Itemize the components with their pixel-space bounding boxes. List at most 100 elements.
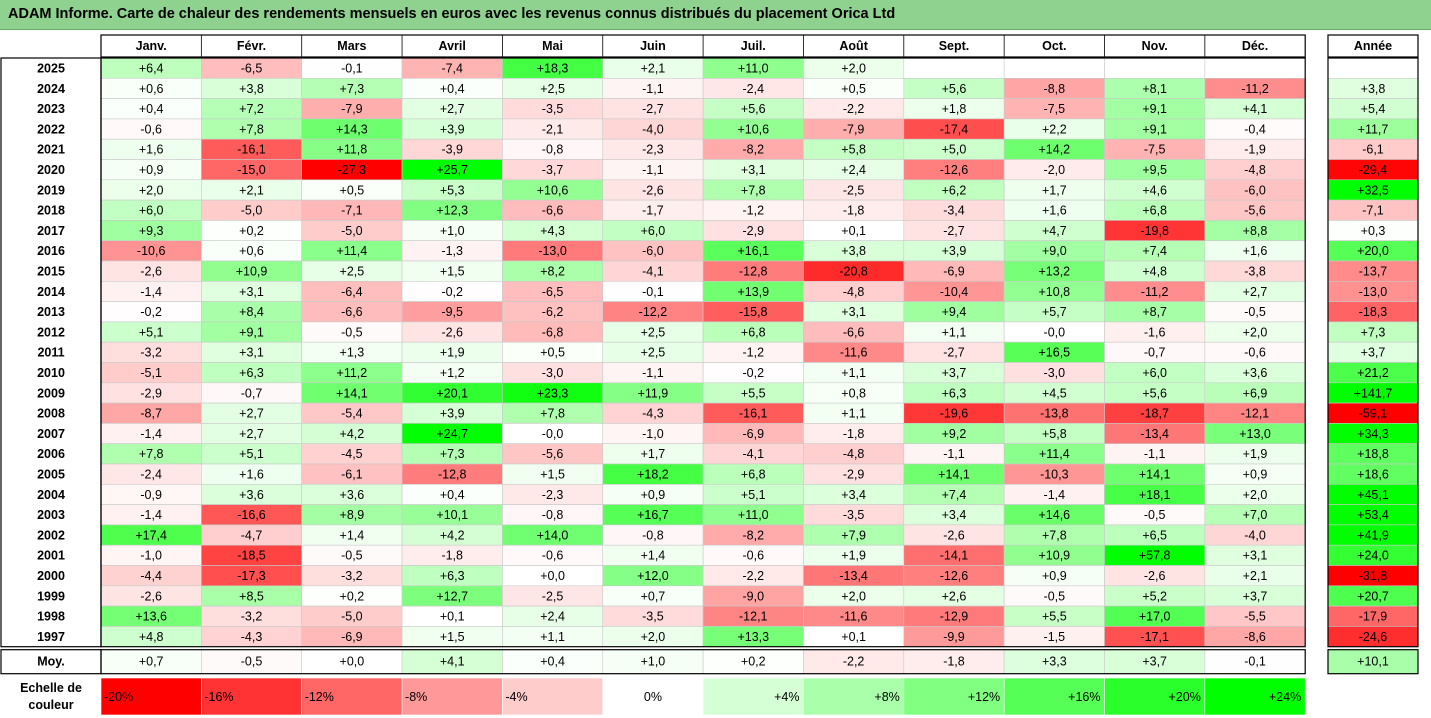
cell-value: -4,5 — [341, 447, 363, 461]
cell-value: -7,1 — [341, 204, 363, 218]
month-header: Sept. — [939, 39, 970, 53]
year-label: 1998 — [37, 610, 65, 624]
annual-header: Année — [1354, 39, 1392, 53]
scale-stop-label: +20% — [1169, 690, 1201, 704]
annual-value: +11,7 — [1358, 122, 1389, 136]
cell-value: -2,6 — [642, 183, 664, 197]
average-cell — [301, 649, 403, 675]
cell-value: -0,5 — [341, 325, 363, 339]
scale-swatch — [1204, 677, 1306, 716]
cell-value: +11,0 — [738, 508, 769, 522]
cell-value: +3,4 — [942, 508, 967, 522]
cell-value: +5,7 — [1042, 305, 1067, 319]
cell-value: -3,5 — [843, 508, 865, 522]
cell-value: +6,5 — [1142, 528, 1167, 542]
average-cell — [502, 649, 604, 675]
year-label: 2024 — [37, 82, 65, 96]
cell-value: -1,2 — [743, 346, 765, 360]
cell-value: +6,3 — [440, 569, 465, 583]
cell-value: +16,1 — [737, 244, 769, 258]
cell-value: -9,0 — [743, 589, 765, 603]
cell-value: -4,0 — [642, 122, 664, 136]
cell-value: +4,2 — [440, 528, 465, 542]
average-value: +1,0 — [641, 655, 666, 669]
cell-value: +0,4 — [440, 488, 465, 502]
cell-value: -1,3 — [441, 244, 463, 258]
cell-value: +6,0 — [139, 204, 164, 218]
year-label: 2008 — [37, 407, 65, 421]
cell-value: -16,6 — [237, 508, 266, 522]
cell-value: +3,1 — [1243, 549, 1268, 563]
annual-value: +41,9 — [1357, 528, 1389, 542]
cell-value: +2,5 — [340, 265, 365, 279]
cell-value: -6,8 — [542, 325, 564, 339]
annual-value: +34,3 — [1357, 427, 1389, 441]
cell-value: +0,1 — [440, 610, 465, 624]
cell-value: -12,1 — [1241, 407, 1270, 421]
cell-value: -4,3 — [642, 407, 664, 421]
cell-value: -5,5 — [1244, 610, 1266, 624]
cell-value: +57,8 — [1139, 549, 1171, 563]
annual-value: +5,4 — [1361, 102, 1386, 116]
annual-value: +24,0 — [1357, 549, 1389, 563]
cell-value: +1,5 — [440, 265, 465, 279]
cell-value: +10,9 — [236, 265, 268, 279]
cell-value: -12,8 — [739, 265, 768, 279]
cell-value: -1,6 — [1144, 325, 1166, 339]
cell-value: -2,0 — [1044, 163, 1066, 177]
cell-value: +3,1 — [841, 305, 866, 319]
cell-value: +7,8 — [239, 122, 264, 136]
cell-value: -19,6 — [940, 407, 969, 421]
annual-value: +21,2 — [1357, 366, 1389, 380]
scale-stop-label: 0% — [644, 690, 662, 704]
cell-value: +7,0 — [1243, 508, 1268, 522]
average-value: +0,7 — [139, 655, 164, 669]
scale-stop-label: -16% — [204, 690, 233, 704]
cell-value: -19,8 — [1140, 224, 1169, 238]
cell-value: -4,8 — [843, 447, 865, 461]
cell-value: +1,4 — [340, 528, 365, 542]
cell-value: +0,4 — [139, 102, 164, 116]
year-label: 2010 — [37, 366, 65, 380]
scale-stop-label: +12% — [968, 690, 1000, 704]
cell-value: -2,3 — [542, 488, 564, 502]
cell-value: -3,2 — [341, 569, 363, 583]
cell-value: +2,5 — [641, 325, 666, 339]
cell-value: -11,6 — [840, 346, 868, 360]
cell-value: +3,8 — [239, 82, 264, 96]
cell-value: -6,6 — [341, 305, 363, 319]
cell-value: +7,8 — [139, 447, 164, 461]
cell-value: -14,1 — [940, 549, 969, 563]
cell-value: -0,2 — [441, 285, 463, 299]
cell-value: -6,9 — [743, 427, 765, 441]
year-label: 2015 — [37, 265, 65, 279]
cell-value: -8,6 — [1244, 630, 1266, 644]
cell-value: +6,8 — [741, 468, 766, 482]
cell-value: +3,7 — [942, 366, 967, 380]
annual-value: +32,5 — [1357, 183, 1389, 197]
cell-value: -9,9 — [943, 630, 965, 644]
cell-value: -4,3 — [241, 630, 263, 644]
annual-value: -13,0 — [1359, 285, 1388, 299]
scale-swatch — [502, 677, 604, 716]
cell-value: -1,4 — [140, 285, 162, 299]
cell-value: +13,9 — [737, 285, 769, 299]
cell-value: -3,2 — [241, 610, 263, 624]
cell-value: -8,2 — [743, 143, 765, 157]
cell-value: +1,7 — [641, 447, 666, 461]
cell-value: -7,5 — [1144, 143, 1166, 157]
cell-value: -1,8 — [843, 427, 865, 441]
month-header: Oct. — [1042, 39, 1066, 53]
cell-value: +1,4 — [641, 549, 666, 563]
average-value: +0,2 — [741, 655, 766, 669]
cell-value: +9,3 — [139, 224, 164, 238]
cell-value: -3,9 — [441, 143, 463, 157]
cell-value: -13,0 — [538, 244, 567, 258]
cell-value: +3,4 — [841, 488, 866, 502]
cell-value: -4,1 — [743, 447, 765, 461]
cell-value: +23,3 — [537, 386, 569, 400]
year-label: 2007 — [37, 427, 65, 441]
year-label: 2020 — [37, 163, 65, 177]
scale-swatch — [803, 677, 905, 716]
month-header: Juil. — [741, 39, 766, 53]
